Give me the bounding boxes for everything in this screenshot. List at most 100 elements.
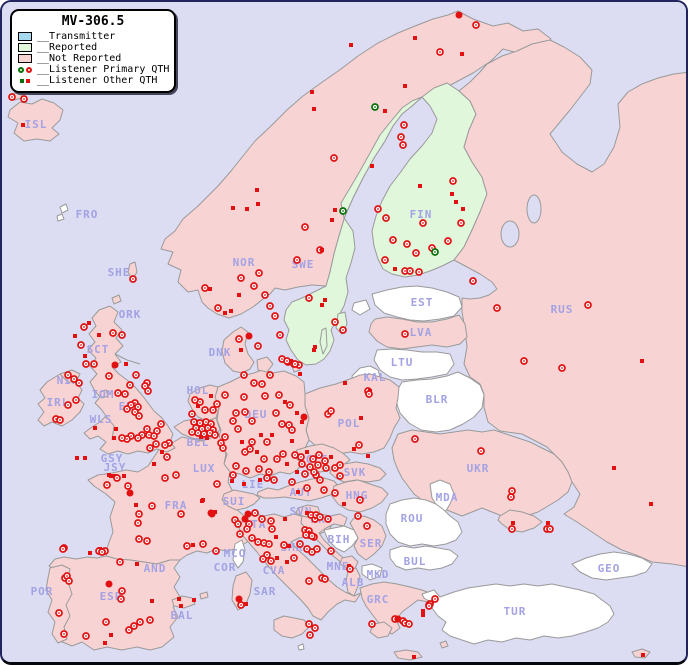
listener-other-marker [255, 188, 259, 192]
legend-box: MV-306.5 __Transmitter __Reported __Not … [10, 9, 176, 93]
listener-other-marker [383, 109, 387, 113]
legend-label: __Reported [37, 42, 98, 53]
listener-primary-marker-dot [309, 634, 311, 636]
listener-primary-marker-dot [334, 321, 336, 323]
listener-primary-marker-dot [263, 458, 265, 460]
listener-primary-marker-dot [309, 466, 311, 468]
listener-primary-marker-dot [270, 560, 272, 562]
listener-primary-marker-dot [235, 465, 237, 467]
listener-primary-marker-dot [243, 396, 245, 398]
listener-other-marker [330, 218, 334, 222]
country-label: GSY [101, 452, 124, 465]
listener-primary-marker-dot [408, 623, 410, 625]
listener-primary-marker-dot [439, 51, 441, 53]
listener-primary-marker-dot [168, 442, 170, 444]
listener-primary-marker-dot [119, 561, 121, 563]
listener-other-marker [329, 455, 333, 459]
listener-primary-marker-dot [342, 329, 344, 331]
listener-primary-marker-dot [105, 621, 107, 623]
listener-primary-marker-dot [204, 409, 206, 411]
listener-primary-marker-dot [406, 243, 408, 245]
listener-primary-marker-dot [300, 456, 302, 458]
listener-primary-marker-dot [146, 428, 148, 430]
transmitter-swatch-icon [18, 32, 32, 41]
listener-primary-marker-dot [283, 544, 285, 546]
country-label: SUI [223, 495, 246, 508]
lake-ladoga [500, 220, 520, 248]
listener-other-marker [366, 454, 370, 458]
listener-primary-marker-dot [330, 410, 332, 412]
listener-primary-marker-dot [23, 98, 25, 100]
listener-primary-marker-dot [175, 474, 177, 476]
listener-other-marker [461, 207, 465, 211]
country-denmark [221, 326, 255, 374]
legend-item-reported: __Reported [18, 42, 168, 53]
listener-primary-marker-dot [266, 554, 268, 556]
country-label: MCO [224, 547, 247, 560]
country-label: ORK [119, 308, 142, 321]
listener-cluster-marker [455, 11, 463, 19]
listener-primary-marker-dot [121, 334, 123, 336]
listener-primary-marker-dot [279, 334, 281, 336]
listener-primary-marker-dot [147, 390, 149, 392]
country-crete [393, 649, 423, 661]
country-label: DNK [209, 346, 232, 359]
listener-primary-marker-dot [304, 226, 306, 228]
country-label: FRO [76, 208, 99, 221]
listener-primary-marker-dot [273, 479, 275, 481]
listener-other-marker [370, 164, 374, 168]
listener-other-marker [255, 450, 259, 454]
border-wales-england [105, 415, 115, 441]
listener-other-marker [237, 293, 241, 297]
country-latvia [368, 314, 468, 350]
listener-primary-marker-dot [199, 401, 201, 403]
listener-primary-marker-dot [263, 542, 265, 544]
listener-other-marker [256, 202, 260, 206]
listener-primary-marker-dot [73, 378, 75, 380]
listener-primary-marker-dot [402, 144, 404, 146]
listener-primary-marker-dot [141, 434, 143, 436]
listener-primary-marker-dot [306, 548, 308, 550]
listener-primary-marker-dot [269, 374, 271, 376]
listener-primary-marker-dot [319, 479, 321, 481]
country-zealand [256, 356, 274, 373]
listener-primary-marker-dot [207, 427, 209, 429]
listener-other-marker [88, 551, 92, 555]
listener-primary-marker-dot [308, 580, 310, 582]
listener-primary-marker-dot [146, 540, 148, 542]
country-label: ESP [100, 590, 123, 603]
listener-primary-marker-dot [251, 537, 253, 539]
country-label: KAL [364, 371, 387, 384]
country-label: LUX [193, 462, 216, 475]
listener-primary-marker-dot [523, 360, 525, 362]
listener-primary-marker-dot [269, 305, 271, 307]
listener-primary-marker-dot [418, 271, 420, 273]
listener-other-marker [114, 427, 118, 431]
country-oland [319, 327, 328, 355]
listener-other-marker [418, 184, 422, 188]
listener-primary-marker-dot [325, 467, 327, 469]
listener-primary-marker-dot [561, 367, 563, 369]
listener-other-marker [200, 499, 204, 503]
listener-primary-marker-dot [262, 558, 264, 560]
listener-primary-marker-dot [224, 436, 226, 438]
listener-primary-marker-dot [257, 345, 259, 347]
country-isle-of-man [99, 389, 109, 399]
listener-primary-marker-dot [130, 404, 132, 406]
listener-other-marker [103, 641, 107, 645]
listener-primary-marker-dot [63, 633, 65, 635]
listener-other-marker [196, 404, 200, 408]
country-iceland [7, 98, 64, 142]
listener-other-marker [124, 362, 128, 366]
listener-primary-marker-dot [180, 513, 182, 515]
country-lithuania [373, 348, 455, 381]
country-sicily [273, 615, 311, 639]
listener-primary-marker-dot [268, 543, 270, 545]
listener-primary-marker-dot [237, 523, 239, 525]
listener-primary-marker-dot [129, 384, 131, 386]
listener-other-marker [242, 482, 246, 486]
listener-primary-marker-dot [144, 385, 146, 387]
listener-primary-marker-dot [511, 490, 513, 492]
listener-other-marker [320, 248, 324, 252]
listener-other-marker [83, 456, 87, 460]
